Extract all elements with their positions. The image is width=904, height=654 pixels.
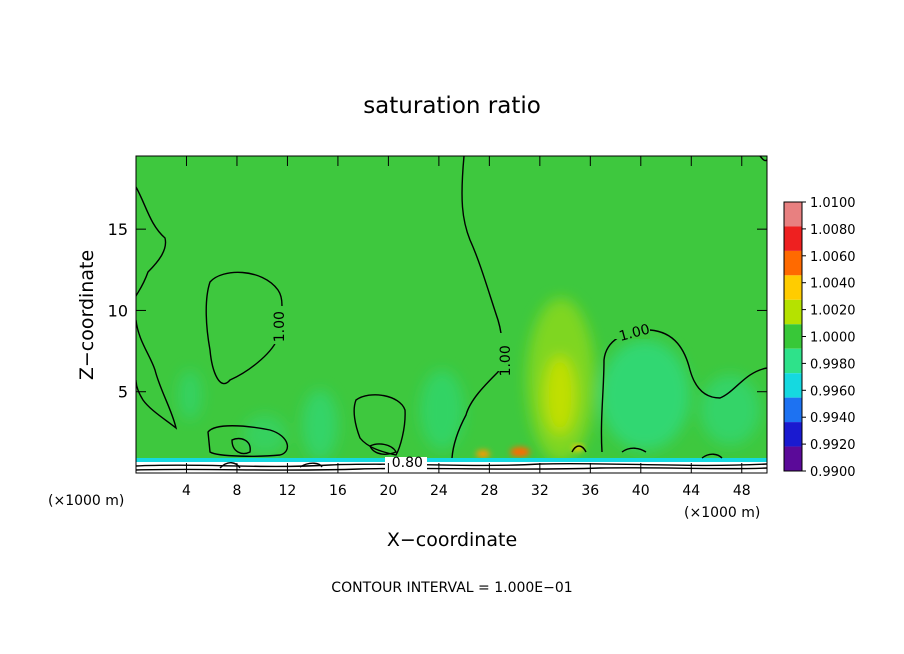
colorbar-swatch <box>784 324 802 349</box>
surface-band <box>136 458 767 462</box>
colorbar-swatch <box>784 226 802 251</box>
field-shading <box>178 298 760 462</box>
field-region-low <box>600 340 690 450</box>
contour-label: 0.80 <box>392 455 423 471</box>
colorbar-label: 0.9920 <box>810 438 856 453</box>
x-tick-label: 12 <box>279 483 297 499</box>
colorbar-swatch <box>784 250 802 276</box>
x-unit-label-left: (×1000 m) <box>48 493 124 509</box>
y-tick-label: 10 <box>108 301 128 320</box>
y-tick-label: 5 <box>118 383 128 402</box>
colorbar-swatch <box>784 397 802 423</box>
colorbar: 1.0100 1.0080 1.0060 1.0040 1.0020 1.0000 0.99… <box>783 196 856 480</box>
contour-label-mask <box>385 457 427 471</box>
plot-frame <box>135 155 768 474</box>
colorbar-label: 1.0060 <box>810 250 856 265</box>
contour-line <box>353 394 406 456</box>
colorbar-label: 0.9940 <box>810 411 856 426</box>
x-tick-label: 4 <box>182 483 191 499</box>
colorbar-label: 0.9900 <box>810 465 856 480</box>
contour-labels: 1.00 1.00 1.00 0.80 <box>272 311 652 471</box>
x-unit-label-right: (×1000 m) <box>684 505 760 521</box>
contour-line <box>219 462 241 469</box>
x-tick-label: 48 <box>733 483 751 499</box>
colorbar-swatch <box>784 422 802 447</box>
y-axis-label: Z−coordinate <box>76 250 98 380</box>
x-tick-label: 44 <box>682 483 700 499</box>
x-tick-label: 28 <box>480 483 498 499</box>
field-region-low <box>700 375 760 445</box>
contour-label: 1.00 <box>272 311 288 342</box>
colorbar-label: 0.9960 <box>810 384 856 399</box>
contour-interval-note: CONTOUR INTERVAL = 1.000E−01 <box>331 580 572 596</box>
x-tick-label: 24 <box>430 483 448 499</box>
contour-label: 1.00 <box>617 321 651 345</box>
x-tick-label: 8 <box>232 483 241 499</box>
field-region-peak <box>476 450 490 458</box>
field-hotspots <box>476 445 584 458</box>
field-region-low <box>178 370 202 420</box>
colorbar-label: 1.0020 <box>810 304 856 319</box>
contour-label-mask <box>268 306 286 344</box>
contour-label-mask <box>490 333 508 371</box>
contour-line <box>621 447 647 453</box>
field-region-low <box>420 370 464 450</box>
contour-line <box>205 271 283 385</box>
x-tick-label: 16 <box>329 483 347 499</box>
contour-line <box>231 437 251 455</box>
x-axis-ticks: 4 8 12 16 20 24 28 32 36 40 44 48 <box>182 156 751 499</box>
colorbar-label: 1.0100 <box>810 196 856 211</box>
contour-line <box>600 329 767 453</box>
colorbar-swatch <box>784 373 802 398</box>
contour-line <box>299 462 323 468</box>
contour-line <box>136 319 178 430</box>
colorbar-swatch <box>784 275 802 300</box>
x-tick-label: 20 <box>379 483 397 499</box>
chart-title: saturation ratio <box>363 93 541 119</box>
colorbar-swatch <box>784 348 802 374</box>
contour-line <box>759 156 767 162</box>
colorbar-label: 1.0040 <box>810 277 856 292</box>
colorbar-swatch <box>784 446 802 471</box>
colorbar-swatch <box>784 299 802 325</box>
y-tick-label: 15 <box>108 220 128 239</box>
contour-line <box>369 443 397 455</box>
contour-label: 1.00 <box>498 345 514 376</box>
x-tick-label: 40 <box>632 483 650 499</box>
field-region-high <box>544 355 576 435</box>
field-region-peak <box>510 447 530 457</box>
x-tick-label: 36 <box>581 483 599 499</box>
x-tick-label: 32 <box>531 483 549 499</box>
colorbar-label: 1.0080 <box>810 223 856 238</box>
colorbar-label: 1.0000 <box>810 331 856 346</box>
contour-line <box>571 445 587 453</box>
y-axis-ticks: 5 10 15 <box>108 220 767 402</box>
plot-area: 1.00 1.00 1.00 0.80 <box>136 156 767 473</box>
colorbar-swatch <box>784 202 802 227</box>
contour-line <box>136 186 167 297</box>
contour-line <box>701 453 723 459</box>
colorbar-label: 0.9980 <box>810 357 856 372</box>
x-axis-label: X−coordinate <box>387 529 517 551</box>
contour-line <box>136 467 767 471</box>
field-region-low <box>243 415 287 455</box>
field-region-low <box>302 390 338 460</box>
contour-label-mask <box>610 321 650 339</box>
contour-line <box>207 425 289 457</box>
